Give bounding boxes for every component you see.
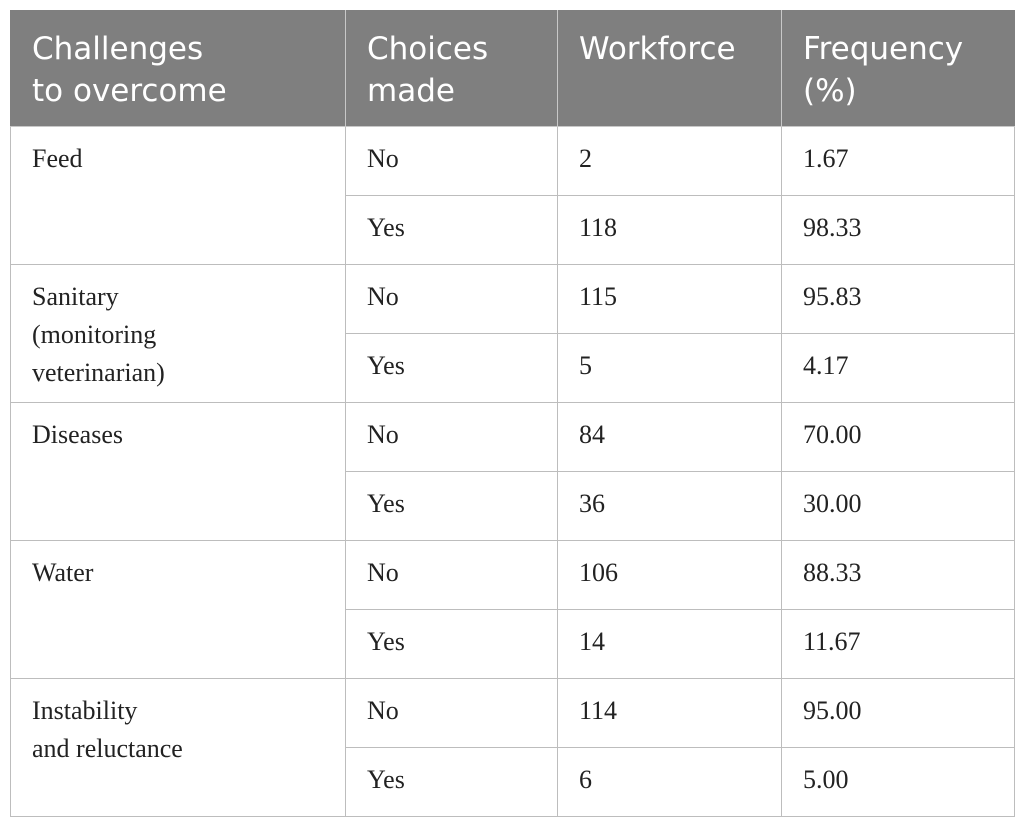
frequency-cell: 11.67 bbox=[781, 608, 1015, 679]
header-frequency: Frequency (%) bbox=[781, 10, 1015, 127]
workforce-cell: 118 bbox=[557, 194, 782, 265]
choice-cell: No bbox=[345, 401, 558, 472]
choice-cell: Yes bbox=[345, 746, 558, 817]
challenge-label: Feed bbox=[32, 143, 83, 173]
frequency-cell: 95.83 bbox=[781, 263, 1015, 334]
challenge-cell-water: Water bbox=[10, 539, 346, 679]
choice-cell: Yes bbox=[345, 194, 558, 265]
challenge-cell-feed: Feed bbox=[10, 125, 346, 265]
choice-cell: Yes bbox=[345, 332, 558, 403]
workforce-cell: 14 bbox=[557, 608, 782, 679]
choice-cell: No bbox=[345, 539, 558, 610]
frequency-cell: 70.00 bbox=[781, 401, 1015, 472]
choice-cell: Yes bbox=[345, 470, 558, 541]
header-frequency-line-1: Frequency bbox=[803, 31, 964, 67]
frequency-cell: 5.00 bbox=[781, 746, 1015, 817]
table-row: Diseases No 84 70.00 bbox=[10, 401, 1015, 541]
workforce-cell: 84 bbox=[557, 401, 782, 472]
frequency-cell: 98.33 bbox=[781, 194, 1015, 265]
frequency-cell: 4.17 bbox=[781, 332, 1015, 403]
challenge-cell-sanitary: Sanitary (monitoring veterinarian) bbox=[10, 263, 346, 403]
header-row: Challenges to overcome Choices made Work… bbox=[10, 10, 1015, 127]
challenge-label: Water bbox=[32, 557, 94, 587]
workforce-cell: 36 bbox=[557, 470, 782, 541]
table-row: Yes 6 5.00 bbox=[11, 746, 1015, 817]
challenge-label-line-2: (monitoring bbox=[32, 319, 157, 349]
frequency-cell: 1.67 bbox=[781, 125, 1015, 196]
choice-cell: No bbox=[345, 263, 558, 334]
table-row: Feed No 2 1.67 bbox=[10, 125, 1015, 265]
challenge-label-line-1: Instability bbox=[32, 695, 138, 725]
table-row: Yes 36 30.00 bbox=[11, 470, 1015, 541]
header-workforce: Workforce bbox=[557, 10, 782, 127]
table-row: Yes 14 11.67 bbox=[11, 608, 1015, 679]
workforce-cell: 6 bbox=[557, 746, 782, 817]
table-row: Instability and reluctance No 114 95.00 bbox=[10, 677, 1015, 817]
frequency-cell: 88.33 bbox=[781, 539, 1015, 610]
header-workforce-line-1: Workforce bbox=[579, 31, 736, 67]
challenge-label-line-1: Sanitary bbox=[32, 281, 119, 311]
workforce-cell: 106 bbox=[557, 539, 782, 610]
table-row: Water No 106 88.33 bbox=[10, 539, 1015, 679]
table-body: Feed No 2 1.67 Yes 118 98.33 Sanitary (m… bbox=[10, 125, 1015, 817]
choice-cell: Yes bbox=[345, 608, 558, 679]
data-table: Challenges to overcome Choices made Work… bbox=[10, 10, 1015, 817]
choice-cell: No bbox=[345, 125, 558, 196]
workforce-cell: 2 bbox=[557, 125, 782, 196]
choice-cell: No bbox=[345, 677, 558, 748]
header-choices-line-1: Choices bbox=[367, 31, 489, 67]
challenge-cell-instability: Instability and reluctance bbox=[10, 677, 346, 817]
header-challenges-line-1: Challenges bbox=[32, 31, 204, 67]
table-row: Sanitary (monitoring veterinarian) No 11… bbox=[10, 263, 1015, 403]
challenge-label: Diseases bbox=[32, 419, 123, 449]
frequency-cell: 95.00 bbox=[781, 677, 1015, 748]
challenge-label-line-2: and reluctance bbox=[32, 733, 183, 763]
table-row: Yes 118 98.33 bbox=[11, 194, 1015, 265]
challenge-cell-diseases: Diseases bbox=[10, 401, 346, 541]
header-challenges-line-2: to overcome bbox=[32, 73, 227, 109]
header-choices-line-2: made bbox=[367, 73, 455, 109]
header-frequency-line-2: (%) bbox=[803, 73, 857, 109]
header-challenges: Challenges to overcome bbox=[10, 10, 346, 127]
workforce-cell: 5 bbox=[557, 332, 782, 403]
header-choices: Choices made bbox=[345, 10, 558, 127]
table-header: Challenges to overcome Choices made Work… bbox=[10, 10, 1015, 127]
workforce-cell: 115 bbox=[557, 263, 782, 334]
workforce-cell: 114 bbox=[557, 677, 782, 748]
challenge-label-line-3: veterinarian) bbox=[32, 357, 165, 387]
frequency-cell: 30.00 bbox=[781, 470, 1015, 541]
